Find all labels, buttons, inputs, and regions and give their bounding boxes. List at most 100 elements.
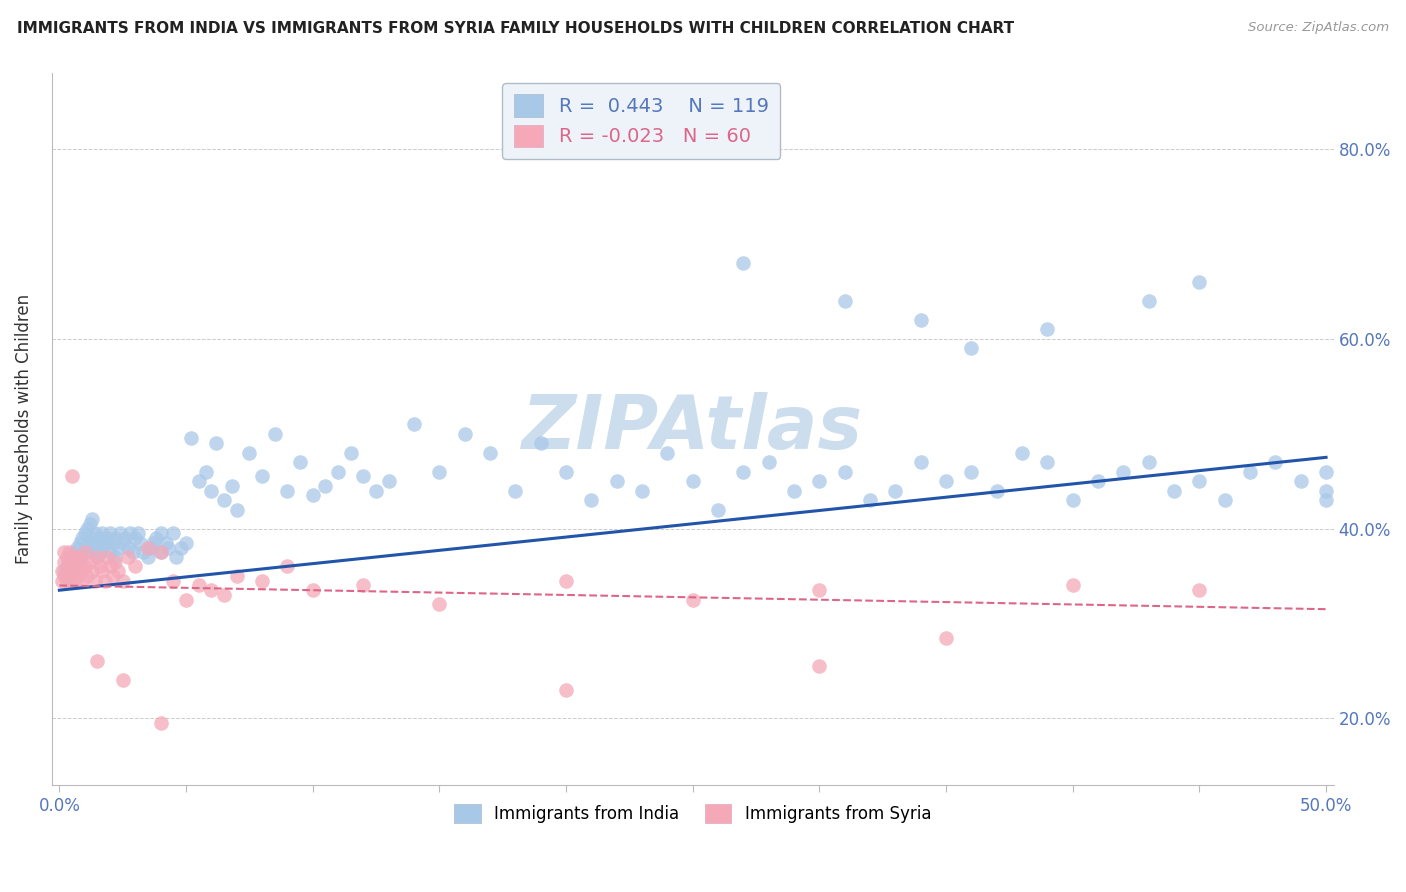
Point [136,549,159,564]
Point [200,583,222,598]
Point [56,564,79,578]
Point [1163,483,1185,498]
Point [60,549,83,564]
Point [139,541,162,555]
Point [200,483,222,498]
Point [56,559,79,574]
Point [86,549,108,564]
Point [225,502,247,516]
Y-axis label: Family Households with Children: Family Households with Children [15,293,32,564]
Point [707,502,730,516]
Point [174,592,197,607]
Point [104,549,127,564]
Point [51,574,73,588]
Point [86,654,108,668]
Point [165,549,187,564]
Point [111,535,134,549]
Point [69,549,91,564]
Point [66,555,89,569]
Point [86,549,108,564]
Point [104,555,127,569]
Point [83,526,105,541]
Point [79,516,101,531]
Point [51,564,73,578]
Point [86,535,108,549]
Point [70,574,93,588]
Point [364,483,387,498]
Point [98,526,121,541]
Point [402,417,425,431]
Point [70,564,93,578]
Point [60,574,83,588]
Point [1036,455,1059,469]
Point [149,545,172,559]
Point [66,541,89,555]
Point [132,545,155,559]
Point [70,545,93,559]
Point [427,465,450,479]
Point [121,545,143,559]
Point [221,479,243,493]
Point [120,526,142,541]
Point [1062,578,1084,592]
Point [101,569,124,583]
Point [935,474,957,488]
Point [82,564,104,578]
Point [162,574,184,588]
Point [91,541,114,555]
Point [1087,474,1109,488]
Point [1137,293,1160,308]
Point [301,583,323,598]
Point [187,578,209,592]
Point [454,426,477,441]
Point [808,583,831,598]
Point [58,555,80,569]
Point [53,555,76,569]
Point [60,564,83,578]
Point [79,535,101,549]
Point [107,564,129,578]
Point [98,559,121,574]
Point [377,474,399,488]
Point [127,526,149,541]
Point [682,474,704,488]
Point [1011,445,1033,459]
Point [60,555,83,569]
Point [352,469,374,483]
Point [1239,465,1261,479]
Point [427,598,450,612]
Point [263,426,285,441]
Point [808,659,831,673]
Point [83,541,105,555]
Point [555,574,578,588]
Point [63,545,86,559]
Point [60,564,83,578]
Point [96,531,118,545]
Point [124,559,146,574]
Point [187,474,209,488]
Point [1264,455,1286,469]
Point [76,522,98,536]
Point [76,569,98,583]
Point [66,569,89,583]
Point [250,469,273,483]
Point [1188,275,1211,289]
Point [606,474,628,488]
Point [136,541,159,555]
Point [63,559,86,574]
Point [960,341,983,355]
Point [1289,474,1312,488]
Point [114,531,136,545]
Point [657,445,679,459]
Point [89,559,111,574]
Point [1188,583,1211,598]
Point [1315,493,1337,508]
Point [83,574,105,588]
Text: IMMIGRANTS FROM INDIA VS IMMIGRANTS FROM SYRIA FAMILY HOUSEHOLDS WITH CHILDREN C: IMMIGRANTS FROM INDIA VS IMMIGRANTS FROM… [17,21,1014,36]
Point [195,465,218,479]
Point [145,531,167,545]
Point [288,455,311,469]
Point [834,293,856,308]
Point [149,716,172,731]
Point [1062,493,1084,508]
